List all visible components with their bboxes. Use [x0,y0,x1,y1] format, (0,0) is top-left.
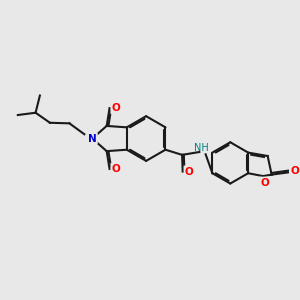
Text: NH: NH [194,143,209,153]
Text: O: O [184,167,194,176]
Text: O: O [290,166,299,176]
Text: O: O [260,178,269,188]
Text: O: O [112,103,120,113]
Text: O: O [112,164,120,174]
Text: N: N [88,134,97,143]
